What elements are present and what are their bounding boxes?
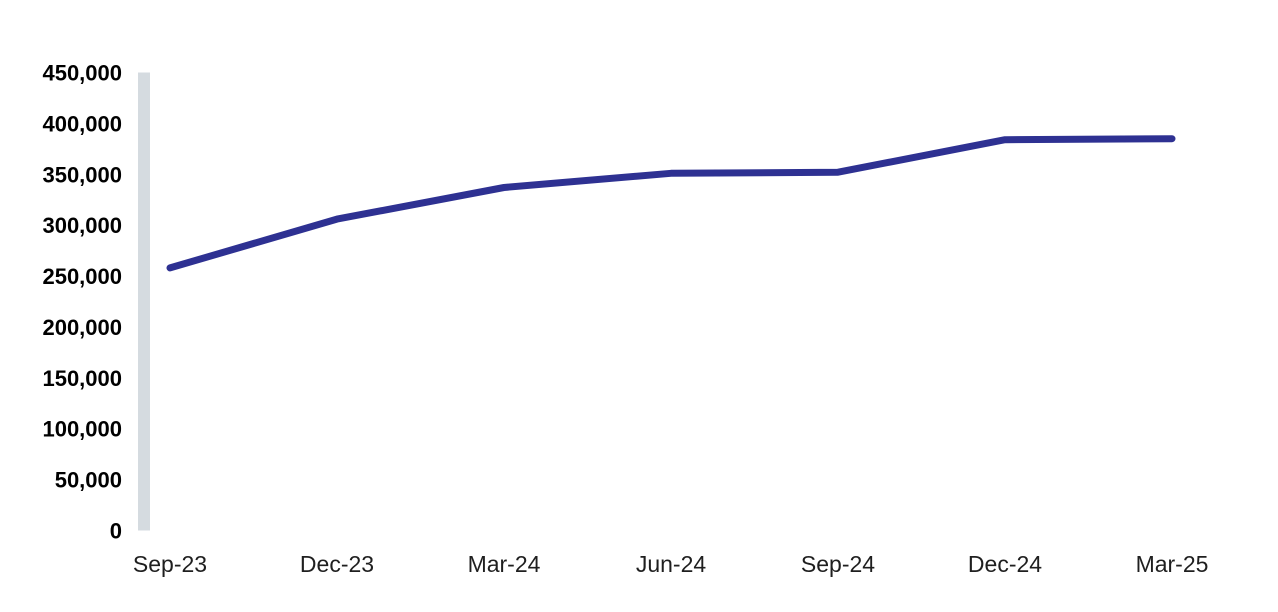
y-axis-tick-label: 0 [110, 519, 122, 544]
y-axis-tick-label: 250,000 [42, 264, 122, 289]
x-axis-tick-label: Mar-24 [468, 551, 541, 577]
x-axis-tick-label: Sep-23 [133, 551, 207, 577]
x-axis-tick-label: Dec-23 [300, 551, 374, 577]
trend-line [166, 135, 1176, 272]
y-axis-tick-label: 350,000 [42, 162, 122, 187]
y-axis-tick-label: 100,000 [42, 417, 122, 442]
y-axis-tick-label: 150,000 [42, 366, 122, 391]
y-axis-tick-label: 400,000 [42, 111, 122, 136]
y-axis-tick-label: 300,000 [42, 213, 122, 238]
x-axis-tick-label: Jun-24 [636, 551, 707, 577]
y-axis-bar [138, 72, 150, 531]
x-axis-tick-label: Mar-25 [1136, 551, 1209, 577]
x-axis-tick-label: Dec-24 [968, 551, 1042, 577]
x-axis-tick-label: Sep-24 [801, 551, 875, 577]
y-axis-tick-label: 50,000 [55, 468, 122, 493]
y-axis-tick-label: 200,000 [42, 315, 122, 340]
y-axis-tick-label: 450,000 [42, 61, 122, 86]
